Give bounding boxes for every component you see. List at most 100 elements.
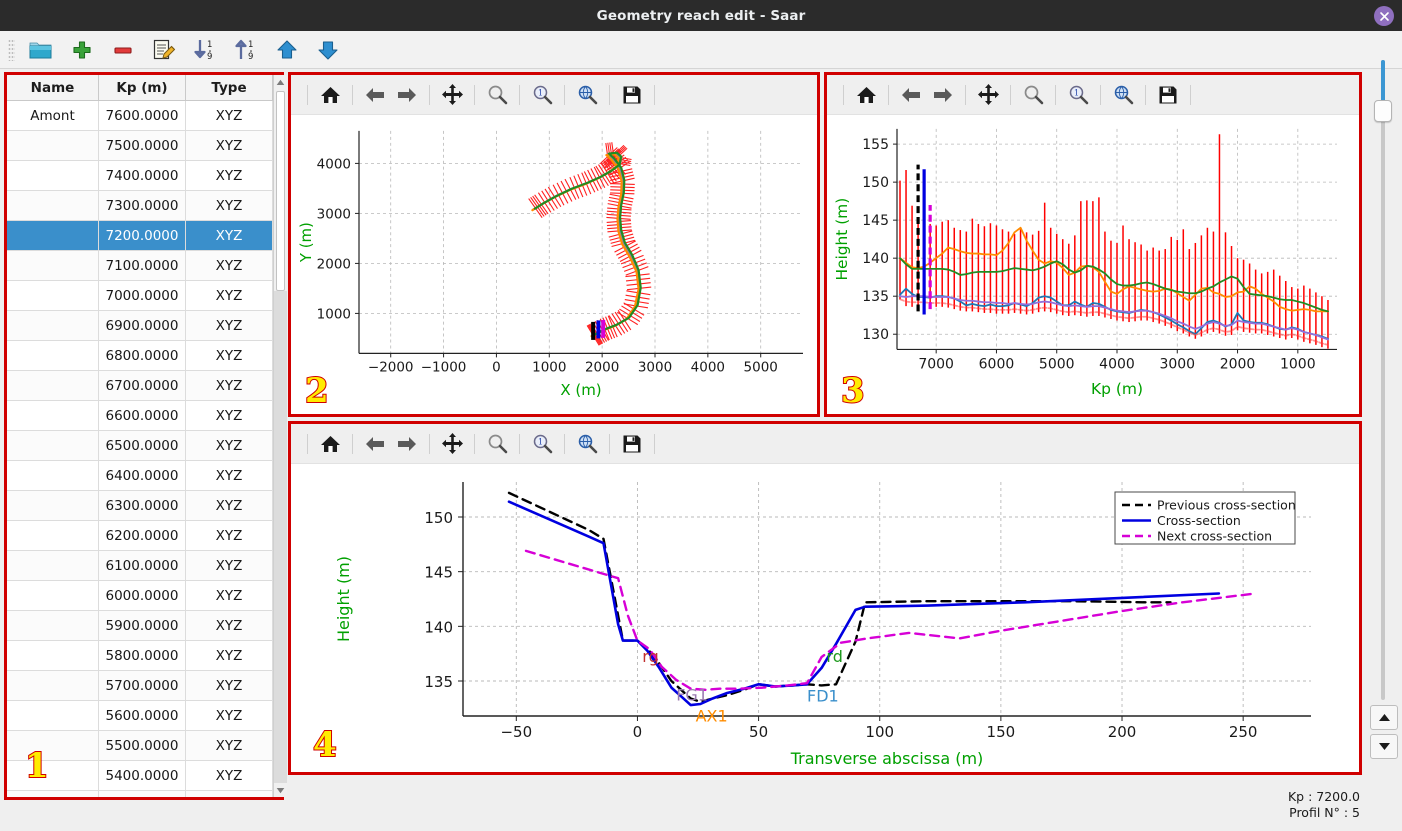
close-icon[interactable] [1374, 6, 1394, 26]
arrow-right-icon[interactable] [391, 429, 423, 459]
svg-text:140: 140 [862, 251, 889, 267]
table-row[interactable]: 7200.0000 XYZ [7, 221, 273, 251]
edit-note-icon[interactable] [147, 35, 181, 65]
column-header-kp[interactable]: Kp (m) [99, 75, 186, 100]
table-row[interactable]: 6100.0000 XYZ [7, 551, 273, 581]
table-row[interactable]: 5400.0000 XYZ [7, 761, 273, 791]
stepper-up-icon[interactable] [1370, 705, 1398, 730]
rg-label: rg [642, 647, 658, 666]
home-icon[interactable] [314, 429, 346, 459]
table-row[interactable]: 6000.0000 XYZ [7, 581, 273, 611]
sort-numeric-down-icon[interactable]: 1 9 [188, 35, 222, 65]
home-icon[interactable] [314, 80, 346, 110]
magnifier-icon[interactable] [1017, 80, 1049, 110]
svg-text:1000: 1000 [532, 360, 566, 375]
floppy-save-icon[interactable] [616, 429, 648, 459]
table-row[interactable]: 7500.0000 XYZ [7, 131, 273, 161]
arrow-down-icon[interactable] [311, 35, 345, 65]
table-row[interactable]: 6700.0000 XYZ [7, 371, 273, 401]
table-scrollbar[interactable] [273, 75, 287, 797]
cell-type: XYZ [186, 461, 273, 490]
cell-name [7, 311, 99, 340]
table-row[interactable]: 7300.0000 XYZ [7, 191, 273, 221]
toolbar-grip[interactable] [8, 38, 15, 61]
floppy-save-icon[interactable] [616, 80, 648, 110]
table-row[interactable]: 5900.0000 XYZ [7, 611, 273, 641]
sort-numeric-up-icon[interactable]: 1 9 [229, 35, 263, 65]
slider-track[interactable] [1381, 60, 1385, 700]
longitudinal-profile-canvas[interactable]: 7000 6000 5000 4000 3000 2000 1000 130 135 140 145… [827, 115, 1359, 414]
svg-text:3000: 3000 [1159, 356, 1195, 372]
table-row[interactable]: 7400.0000 XYZ [7, 161, 273, 191]
slider-handle[interactable] [1374, 100, 1392, 122]
svg-text:Transverse abscissa (m): Transverse abscissa (m) [790, 749, 984, 768]
column-header-name[interactable]: Name [7, 75, 99, 100]
scroll-up-arrow-icon[interactable] [274, 75, 287, 89]
table-row[interactable]: 6800.0000 XYZ [7, 341, 273, 371]
magnifier-info-icon[interactable]: 1 [526, 80, 558, 110]
table-body: Amont 7600.0000 XYZ 7500.0000 XYZ 7400.0000 XY… [7, 101, 273, 797]
table-row[interactable]: 5600.0000 XYZ [7, 701, 273, 731]
move-cross-icon[interactable] [436, 429, 468, 459]
cell-type: XYZ [186, 581, 273, 610]
arrow-right-icon[interactable] [391, 80, 423, 110]
magnifier-globe-icon[interactable] [571, 429, 603, 459]
home-icon[interactable] [850, 80, 882, 110]
arrow-up-icon[interactable] [270, 35, 304, 65]
table-row[interactable]: 7000.0000 XYZ [7, 281, 273, 311]
table-row[interactable]: 6900.0000 XYZ [7, 311, 273, 341]
table-row[interactable]: 7100.0000 XYZ [7, 251, 273, 281]
column-header-type[interactable]: Type [186, 75, 273, 100]
minus-icon[interactable] [106, 35, 140, 65]
table-row[interactable]: 6500.0000 XYZ [7, 431, 273, 461]
table-row[interactable]: 5800.0000 XYZ [7, 641, 273, 671]
cell-type: XYZ [186, 791, 273, 797]
stepper-down-icon[interactable] [1370, 734, 1398, 759]
arrow-left-icon[interactable] [895, 80, 927, 110]
panel-number-4: 4 [312, 725, 338, 765]
plan-view-canvas[interactable]: −2000 −1000 0 1000 2000 3000 4000 5000 1000 2000 3… [291, 115, 817, 414]
svg-text:Y (m): Y (m) [297, 222, 315, 263]
svg-text:Next cross-section: Next cross-section [1157, 529, 1272, 544]
scroll-down-arrow-icon[interactable] [274, 783, 287, 797]
table-row[interactable]: 6300.0000 XYZ [7, 491, 273, 521]
cell-type: XYZ [186, 641, 273, 670]
panel-number-3: 3 [840, 371, 866, 411]
cell-kp: 6300.0000 [99, 491, 186, 520]
magnifier-globe-icon[interactable] [571, 80, 603, 110]
profile-slider[interactable] [1366, 60, 1400, 700]
plus-icon[interactable] [65, 35, 99, 65]
magnifier-info-icon[interactable]: 1 [1062, 80, 1094, 110]
cell-type: XYZ [186, 491, 273, 520]
longitudinal-profile-toolbar: 1 [827, 75, 1359, 115]
svg-text:100: 100 [865, 723, 894, 741]
svg-text:145: 145 [424, 564, 453, 582]
table-row[interactable]: 5500.0000 XYZ [7, 731, 273, 761]
svg-text:135: 135 [424, 673, 453, 691]
table-row[interactable]: 6600.0000 XYZ [7, 401, 273, 431]
cell-name [7, 551, 99, 580]
floppy-save-icon[interactable] [1152, 80, 1184, 110]
plan-view-toolbar: 1 [291, 75, 817, 115]
table-row[interactable]: Amont 7600.0000 XYZ [7, 101, 273, 131]
magnifier-globe-icon[interactable] [1107, 80, 1139, 110]
profiles-table: Name Kp (m) Type Amont 7600.0000 XYZ 7500.0… [7, 75, 287, 797]
magnifier-icon[interactable] [481, 80, 513, 110]
move-cross-icon[interactable] [436, 80, 468, 110]
table-row[interactable]: 5700.0000 XYZ [7, 671, 273, 701]
table-row[interactable]: 6200.0000 XYZ [7, 521, 273, 551]
scrollbar-track[interactable] [274, 291, 287, 783]
move-cross-icon[interactable] [972, 80, 1004, 110]
arrow-left-icon[interactable] [359, 429, 391, 459]
magnifier-info-icon[interactable]: 1 [526, 429, 558, 459]
table-row[interactable]: 6400.0000 XYZ [7, 461, 273, 491]
cell-type: XYZ [186, 671, 273, 700]
magnifier-icon[interactable] [481, 429, 513, 459]
cross-section-canvas[interactable]: −50 0 50 100 150 200 250 135 140 145 150 rg FG1 AX1 FD… [291, 464, 1359, 772]
scrollbar-thumb[interactable] [276, 91, 285, 291]
arrow-right-icon[interactable] [927, 80, 959, 110]
folder-open-icon[interactable] [24, 35, 58, 65]
arrow-left-icon[interactable] [359, 80, 391, 110]
cell-name [7, 641, 99, 670]
